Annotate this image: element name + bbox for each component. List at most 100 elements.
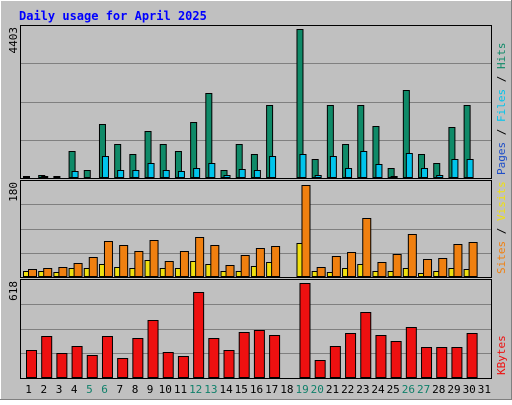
- x-tick-label: 27: [417, 383, 430, 396]
- bar-sites-day-30: [468, 242, 478, 277]
- bar-kbytes-day-26: [405, 327, 417, 378]
- bar-kbytes-day-6: [101, 336, 113, 378]
- bar-files-day-14: [223, 175, 231, 178]
- bar-files-day-10: [162, 170, 170, 178]
- bar-kbytes-day-19: [299, 283, 311, 378]
- y-max-label: 180: [7, 182, 20, 202]
- bar-sites-day-20: [316, 267, 326, 277]
- bar-kbytes-day-11: [177, 356, 189, 378]
- bar-files-day-8: [132, 170, 140, 178]
- x-tick-label: 4: [71, 383, 78, 396]
- bar-files-day-26: [405, 153, 413, 178]
- bar-sites-day-9: [149, 240, 159, 277]
- bar-files-day-24: [375, 164, 383, 178]
- bar-sites-day-21: [331, 256, 341, 277]
- bar-sites-day-1: [28, 269, 37, 277]
- bar-files-day-30: [466, 159, 474, 178]
- bar-kbytes-day-3: [56, 353, 68, 378]
- x-tick-label: 29: [447, 383, 460, 396]
- bar-kbytes-day-10: [162, 352, 174, 378]
- x-tick-label: 12: [189, 383, 202, 396]
- bar-kbytes-day-9: [147, 320, 159, 378]
- x-tick-label: 11: [174, 383, 187, 396]
- x-tick-label: 24: [371, 383, 385, 396]
- bar-kbytes-day-17: [269, 335, 281, 378]
- bar-sites-day-28: [438, 258, 448, 277]
- bar-sites-day-23: [362, 218, 372, 277]
- bar-files-day-22: [345, 168, 353, 178]
- x-tick-label: 31: [478, 383, 491, 396]
- bar-sites-day-6: [103, 241, 113, 277]
- x-tick-label: 13: [204, 383, 217, 396]
- bar-sites-day-5: [88, 257, 98, 277]
- x-tick-label: 19: [295, 383, 308, 396]
- legend-item: Visits: [495, 181, 508, 221]
- x-tick-label: 21: [326, 383, 339, 396]
- x-tick-label: 8: [132, 383, 139, 396]
- bar-files-day-15: [238, 169, 246, 178]
- bar-sites-day-11: [179, 251, 189, 277]
- x-tick-label: 30: [463, 383, 476, 396]
- bar-sites-day-25: [392, 254, 402, 277]
- bar-files-day-13: [208, 163, 216, 178]
- bar-sites-day-7: [119, 245, 129, 277]
- bar-files-day-28: [436, 175, 444, 178]
- x-tick-label: 16: [250, 383, 263, 396]
- bar-kbytes-day-14: [223, 350, 235, 378]
- legend-item: Files: [495, 89, 508, 122]
- bar-sites-day-19: [301, 185, 311, 277]
- bar-files-day-29: [451, 159, 459, 178]
- bar-sites-day-29: [453, 244, 463, 277]
- bar-kbytes-day-1: [26, 350, 37, 378]
- chart-panels: 4403 Pages / Files / Hits 180 Sites / Visit…: [7, 25, 508, 379]
- bar-files-day-25: [390, 176, 398, 178]
- bar-sites-day-16: [255, 248, 265, 277]
- bar-kbytes-day-27: [421, 347, 433, 378]
- x-tick-label: 14: [219, 383, 233, 396]
- x-tick-label: 15: [235, 383, 248, 396]
- panel-2: 180 Sites / Visits: [7, 180, 508, 278]
- bar-sites-day-4: [73, 263, 83, 277]
- bar-kbytes-day-16: [253, 330, 265, 378]
- legend-item: Pages: [495, 142, 508, 175]
- bar-kbytes-day-28: [436, 347, 448, 378]
- bar-kbytes-day-29: [451, 347, 463, 378]
- bar-files-day-19: [299, 154, 307, 178]
- bar-kbytes-day-12: [193, 292, 205, 378]
- x-tick-label: 6: [101, 383, 108, 396]
- bar-files-day-12: [193, 168, 201, 178]
- bar-sites-day-13: [210, 245, 220, 277]
- bar-sites-day-3: [58, 267, 68, 277]
- bar-kbytes-day-30: [466, 333, 478, 378]
- bar-files-day-4: [71, 171, 79, 178]
- x-tick-label: 3: [56, 383, 63, 396]
- x-tick-label: 9: [147, 383, 154, 396]
- bar-kbytes-day-13: [208, 338, 220, 378]
- legend-panel-3: KBytes: [495, 335, 508, 375]
- x-tick-label: 1: [25, 383, 32, 396]
- panel-1: 4403 Pages / Files / Hits: [7, 25, 508, 179]
- bar-kbytes-day-15: [238, 332, 250, 378]
- bar-sites-day-17: [271, 246, 281, 277]
- bar-sites-day-2: [43, 268, 53, 277]
- x-tick-label: 22: [341, 383, 354, 396]
- x-tick-label: 28: [432, 383, 445, 396]
- x-tick-label: 23: [356, 383, 369, 396]
- bar-kbytes-day-23: [360, 312, 372, 378]
- x-tick-label: 26: [402, 383, 415, 396]
- bar-files-day-6: [101, 156, 109, 178]
- bar-files-day-20: [314, 175, 322, 178]
- bar-sites-day-24: [377, 262, 387, 277]
- bar-files-day-7: [117, 170, 125, 178]
- bar-sites-day-10: [164, 261, 174, 277]
- x-tick-label: 7: [116, 383, 123, 396]
- bar-sites-day-8: [134, 251, 144, 277]
- bar-sites-day-22: [347, 252, 357, 277]
- bar-hits-day-1: [23, 176, 30, 178]
- legend-panel-1: Pages / Files / Hits: [495, 43, 508, 176]
- bar-files-day-2: [41, 176, 49, 178]
- x-tick-label: 20: [311, 383, 324, 396]
- legend-item: KBytes: [495, 335, 508, 375]
